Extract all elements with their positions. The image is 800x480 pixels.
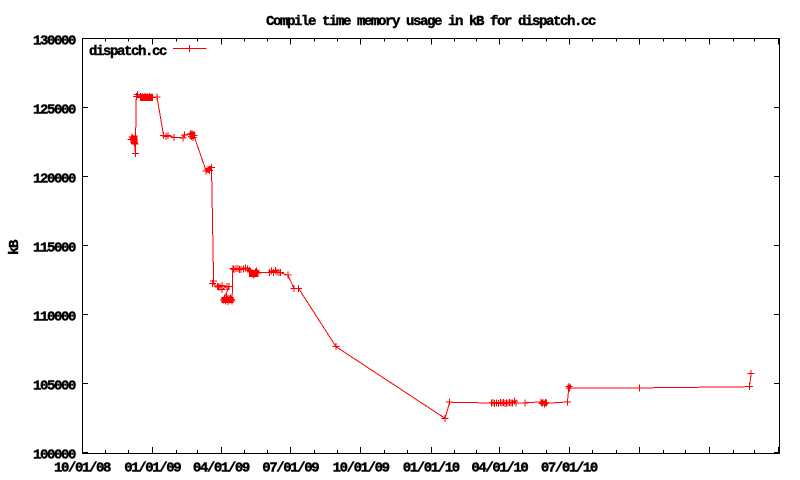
svg-text:Compile time memory usage in k: Compile time memory usage in kB for disp… (266, 14, 596, 30)
svg-text:10/01/08: 10/01/08 (54, 461, 111, 477)
svg-text:130000: 130000 (33, 34, 76, 50)
svg-text:105000: 105000 (33, 379, 76, 395)
svg-text:10/01/09: 10/01/09 (333, 461, 390, 477)
svg-text:01/01/09: 01/01/09 (124, 461, 181, 477)
svg-text:04/01/10: 04/01/10 (471, 461, 528, 477)
svg-text:dispatch.cc: dispatch.cc (89, 44, 167, 60)
svg-text:110000: 110000 (33, 310, 76, 326)
svg-text:07/01/09: 07/01/09 (262, 461, 319, 477)
svg-text:kB: kB (7, 239, 23, 255)
svg-text:125000: 125000 (33, 103, 76, 119)
svg-text:04/01/09: 04/01/09 (193, 461, 250, 477)
svg-text:01/01/10: 01/01/10 (403, 461, 460, 477)
svg-text:120000: 120000 (33, 172, 76, 188)
svg-text:07/01/10: 07/01/10 (541, 461, 598, 477)
svg-text:115000: 115000 (33, 241, 76, 257)
svg-text:100000: 100000 (33, 448, 76, 464)
